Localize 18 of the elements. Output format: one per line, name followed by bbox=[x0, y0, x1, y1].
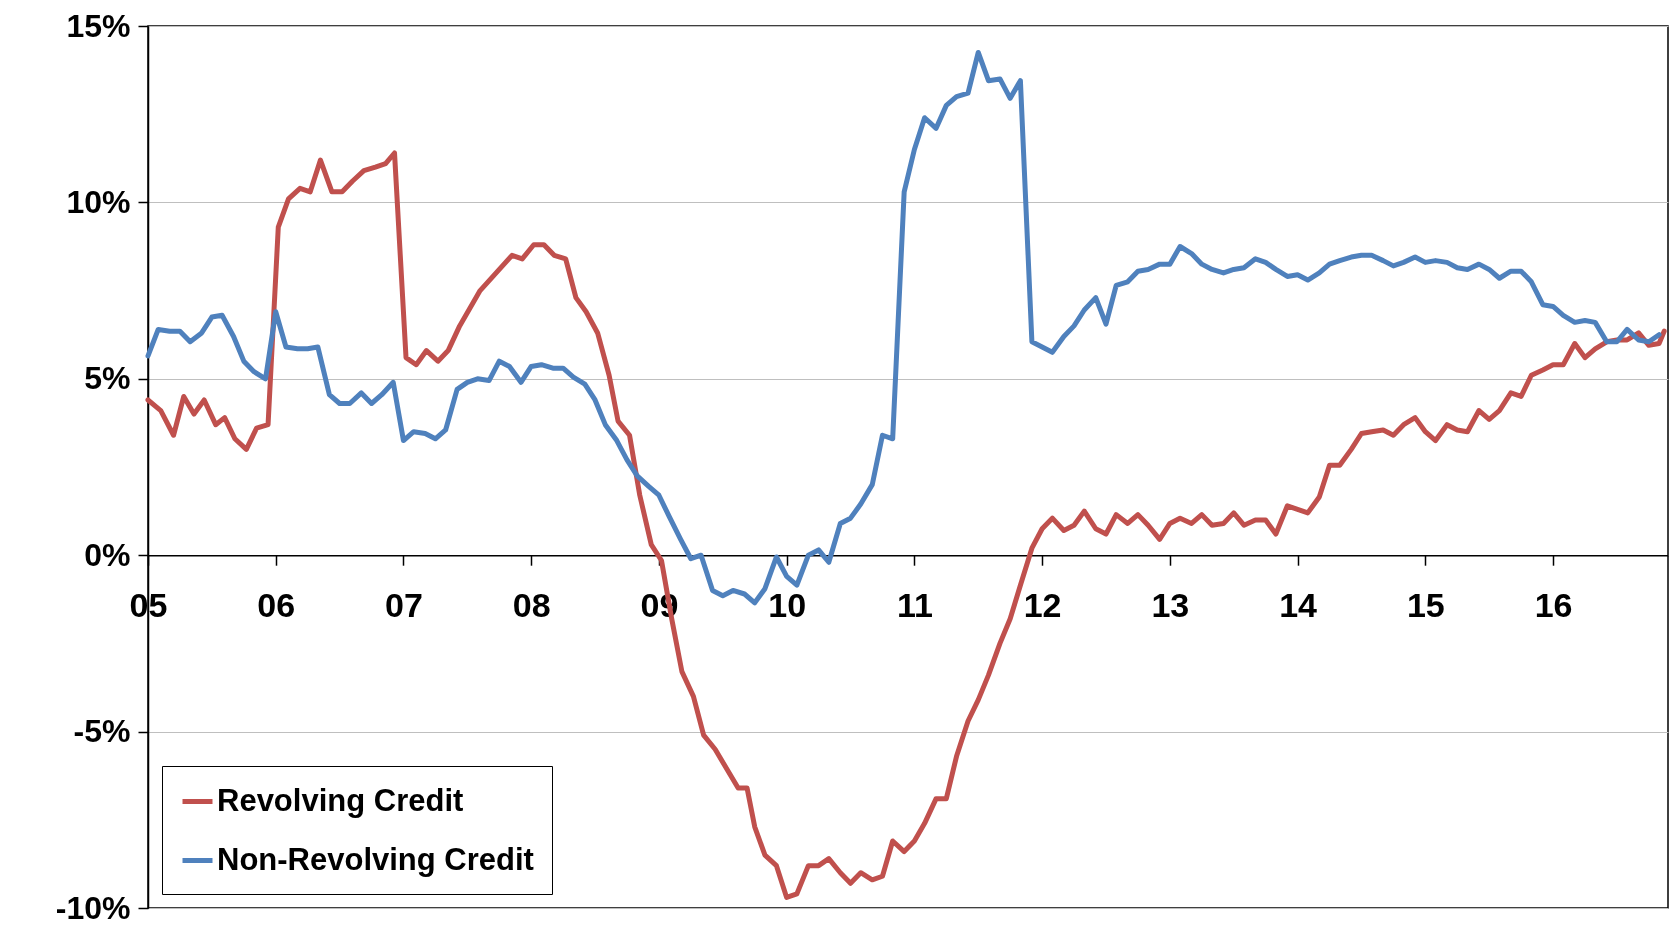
legend-label: Non-Revolving Credit bbox=[217, 841, 534, 877]
x-tick-label: 14 bbox=[1279, 585, 1318, 624]
x-tick-label: 13 bbox=[1151, 585, 1190, 624]
y-tick-label: 15% bbox=[66, 7, 131, 44]
x-tick-label: 08 bbox=[512, 585, 551, 624]
x-tick-label: 16 bbox=[1534, 585, 1573, 624]
x-tick-label: 11 bbox=[896, 585, 933, 624]
y-tick-label: -5% bbox=[73, 713, 131, 750]
y-tick-label: 10% bbox=[66, 183, 131, 220]
x-tick-label: 12 bbox=[1023, 585, 1062, 624]
y-tick-label: -10% bbox=[55, 889, 131, 925]
legend-label: Revolving Credit bbox=[217, 782, 464, 818]
x-tick-label: 15 bbox=[1406, 585, 1445, 624]
x-tick-label: 07 bbox=[385, 585, 423, 624]
y-tick-label: 5% bbox=[84, 360, 131, 397]
x-tick-label: 06 bbox=[257, 585, 296, 624]
x-tick-label: 10 bbox=[768, 585, 807, 624]
y-tick-label: 0% bbox=[84, 536, 131, 573]
